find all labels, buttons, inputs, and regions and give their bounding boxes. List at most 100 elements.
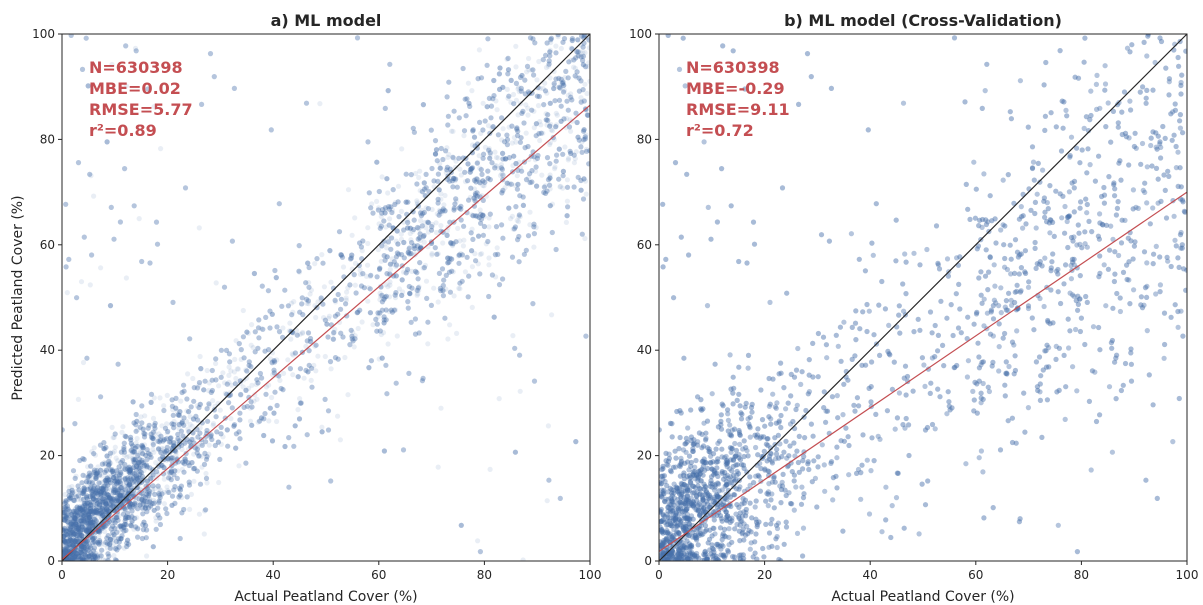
scatter-point bbox=[494, 245, 500, 251]
scatter-point bbox=[554, 112, 560, 118]
scatter-point bbox=[509, 140, 515, 146]
scatter-point bbox=[78, 279, 85, 285]
scatter-point bbox=[457, 252, 463, 258]
scatter-point bbox=[388, 272, 394, 278]
scatter-point bbox=[551, 68, 557, 74]
scatter-point bbox=[80, 558, 86, 561]
scatter-point bbox=[187, 421, 193, 428]
scatter-point bbox=[164, 430, 170, 436]
scatter-point bbox=[138, 501, 144, 507]
scatter-point bbox=[376, 205, 382, 211]
scatter-point bbox=[525, 112, 531, 118]
scatter-point bbox=[315, 353, 321, 359]
scatter-point bbox=[77, 503, 83, 510]
scatter-point bbox=[222, 380, 228, 386]
scatter-point bbox=[236, 463, 242, 469]
scatter-point bbox=[69, 529, 75, 535]
scatter-point bbox=[102, 495, 108, 501]
scatter-point bbox=[75, 496, 81, 502]
scatter-point bbox=[487, 152, 493, 158]
scatter-point bbox=[582, 81, 588, 87]
scatter-point bbox=[532, 168, 539, 174]
scatter-point bbox=[86, 480, 92, 486]
scatter-point bbox=[84, 517, 90, 523]
scatter-point bbox=[174, 421, 181, 427]
scatter-point bbox=[494, 163, 500, 169]
scatter-point bbox=[114, 515, 120, 521]
scatter-point bbox=[131, 473, 138, 479]
scatter-point bbox=[306, 280, 312, 286]
scatter-point bbox=[63, 549, 69, 555]
scatter-point bbox=[92, 516, 99, 523]
scatter-point bbox=[487, 466, 493, 472]
scatter-point bbox=[99, 479, 105, 485]
scatter-point bbox=[461, 237, 467, 243]
scatter-point bbox=[442, 192, 448, 199]
scatter-point bbox=[437, 207, 443, 213]
scatter-point bbox=[117, 494, 123, 500]
scatter-point bbox=[387, 266, 393, 273]
scatter-point bbox=[486, 255, 492, 261]
scatter-point bbox=[549, 201, 556, 207]
scatter-point bbox=[481, 214, 487, 220]
scatter-point bbox=[496, 396, 502, 402]
scatter-point bbox=[132, 505, 138, 511]
scatter-point bbox=[164, 392, 170, 398]
scatter-point bbox=[407, 230, 413, 237]
scatter-point bbox=[116, 476, 122, 482]
scatter-point bbox=[558, 45, 564, 52]
scatter-point bbox=[118, 487, 124, 493]
scatter-point bbox=[90, 540, 96, 546]
scatter-point bbox=[73, 537, 79, 543]
scatter-point bbox=[182, 456, 188, 462]
scatter-point bbox=[517, 213, 523, 220]
scatter-point bbox=[115, 480, 121, 486]
scatter-point bbox=[510, 226, 516, 232]
scatter-point bbox=[481, 183, 487, 189]
scatter-point bbox=[83, 494, 90, 500]
scatter-point bbox=[151, 395, 157, 401]
scatter-point bbox=[235, 366, 241, 372]
scatter-point bbox=[228, 416, 234, 422]
scatter-point bbox=[551, 82, 557, 88]
scatter-point bbox=[568, 91, 574, 97]
scatter-point bbox=[102, 557, 108, 561]
scatter-point bbox=[226, 364, 232, 370]
scatter-point bbox=[392, 307, 399, 313]
scatter-point bbox=[152, 499, 158, 505]
scatter-point bbox=[130, 455, 136, 462]
scatter-point bbox=[92, 452, 98, 458]
scatter-point bbox=[396, 286, 402, 292]
scatter-point bbox=[375, 247, 381, 253]
scatter-point bbox=[179, 446, 185, 452]
scatter-point bbox=[150, 440, 156, 446]
scatter-point bbox=[416, 226, 422, 232]
scatter-point bbox=[266, 418, 272, 424]
scatter-point bbox=[515, 181, 521, 188]
scatter-point bbox=[499, 171, 505, 177]
scatter-point bbox=[130, 445, 136, 451]
scatter-point bbox=[204, 480, 210, 486]
scatter-point bbox=[81, 493, 87, 500]
scatter-point bbox=[76, 546, 82, 552]
scatter-point bbox=[307, 291, 313, 297]
scatter-point bbox=[185, 371, 191, 377]
scatter-point bbox=[71, 545, 77, 551]
scatter-point bbox=[144, 553, 150, 559]
scatter-point bbox=[121, 507, 127, 513]
scatter-point bbox=[383, 282, 389, 288]
scatter-point bbox=[374, 198, 380, 204]
scatter-point bbox=[345, 392, 351, 398]
scatter-point bbox=[233, 375, 239, 382]
scatter-point bbox=[159, 450, 165, 456]
scatter-point bbox=[95, 464, 101, 470]
scatter-point bbox=[218, 441, 224, 447]
scatter-point bbox=[226, 379, 232, 385]
scatter-point bbox=[553, 43, 559, 49]
scatter-point bbox=[111, 553, 117, 559]
scatter-point bbox=[101, 514, 107, 521]
scatter-point bbox=[568, 128, 574, 134]
scatter-point bbox=[113, 498, 119, 505]
scatter-point bbox=[197, 453, 203, 459]
